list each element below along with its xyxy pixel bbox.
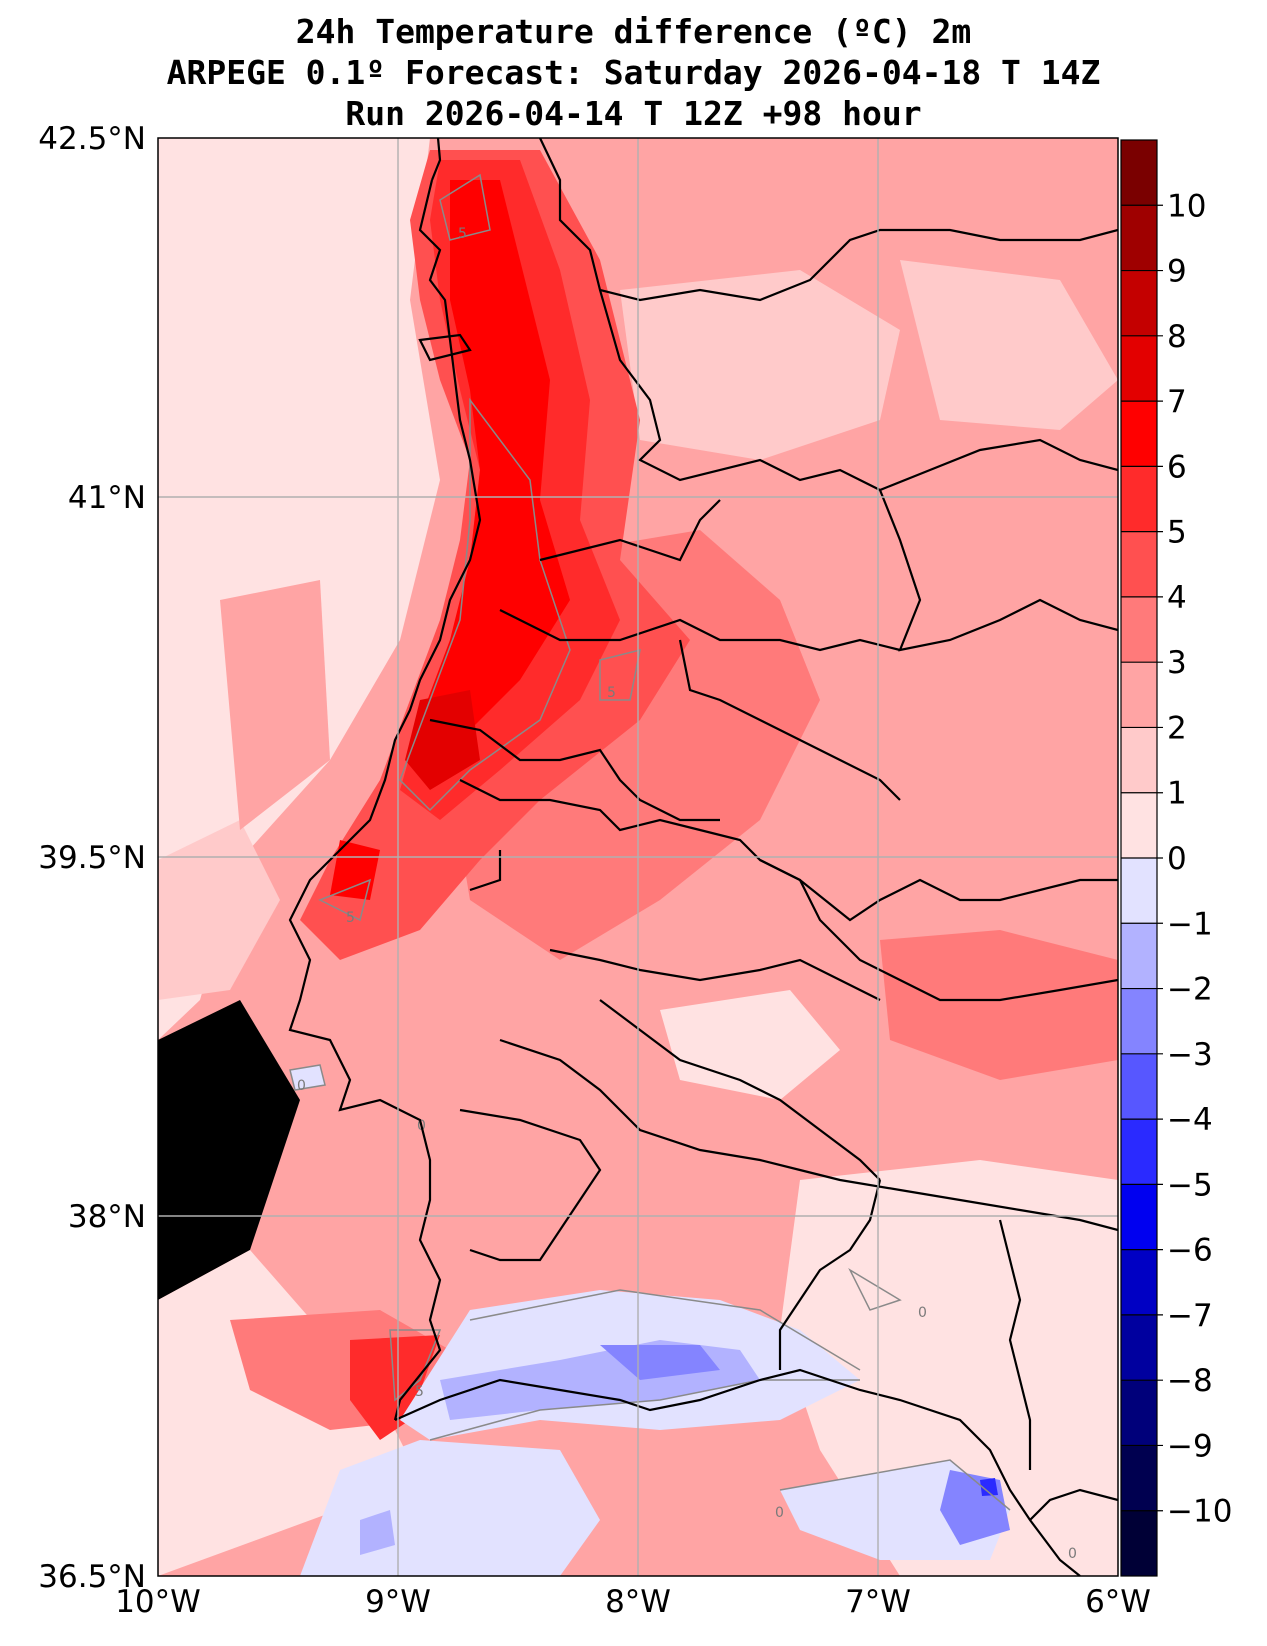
lon-label: 8°W: [605, 1584, 671, 1620]
colorbar-label: 6: [1167, 449, 1187, 485]
lat-label: 38°N: [68, 1199, 146, 1235]
colorbar-label: −1: [1167, 906, 1213, 942]
colorbar-label: −10: [1167, 1494, 1232, 1530]
interior-light-patch-1: [620, 270, 900, 460]
offshore-medium-area: [220, 580, 330, 830]
title-line-1: 24h Temperature difference (ºC) 2m: [295, 12, 972, 51]
colorbar-segment: [1121, 531, 1157, 598]
colorbar-label: −2: [1167, 972, 1213, 1008]
colorbar-label: 5: [1167, 515, 1187, 551]
contour-label: 0: [297, 1078, 306, 1094]
title-line-2: ARPEGE 0.1º Forecast: Saturday 2026-04-1…: [166, 53, 1101, 92]
east-medium-area: [880, 930, 1118, 1080]
contour-label: 5: [346, 910, 355, 926]
lat-label: 42.5°N: [38, 121, 146, 157]
lat-label: 41°N: [68, 480, 146, 516]
colorbar-label: 4: [1167, 580, 1187, 616]
colorbar-label: 7: [1167, 384, 1187, 420]
colorbar-label: −9: [1167, 1428, 1213, 1464]
colorbar-label: 10: [1167, 188, 1206, 224]
lon-label: 7°W: [845, 1584, 911, 1620]
colorbar-segment: [1121, 140, 1157, 206]
colorbar-label: 3: [1167, 645, 1187, 681]
contour-label: 5: [458, 226, 467, 242]
colorbar-label: −7: [1167, 1298, 1213, 1334]
colorbar-label: −6: [1167, 1233, 1213, 1269]
colorbar-segment: [1121, 1380, 1157, 1446]
coastal-very-hot-band: [420, 180, 570, 750]
map-frame: [157, 137, 1119, 1577]
colorbar-segment: [1121, 923, 1157, 990]
colorbar-label: 9: [1167, 254, 1187, 290]
colorbar-segment: [1121, 1445, 1157, 1512]
lon-label: 10°W: [115, 1584, 201, 1620]
colorbar-segment: [1121, 596, 1157, 663]
colorbar-label: 0: [1167, 841, 1187, 877]
colorbar-label: −3: [1167, 1037, 1213, 1073]
south-hot-spot: [350, 1335, 440, 1440]
colorbar-segment: [1121, 1510, 1157, 1577]
colorbar-segment: [1121, 858, 1157, 924]
colorbar-label: −5: [1167, 1167, 1213, 1203]
colorbar-label: −4: [1167, 1102, 1213, 1138]
colorbar-segment: [1121, 1314, 1157, 1381]
colorbar-label: 8: [1167, 319, 1187, 355]
lon-label: 9°W: [365, 1584, 431, 1620]
southeast-deep-blue-spot: [980, 1478, 998, 1496]
contour-label: 0: [775, 1505, 784, 1521]
colorbar-segment: [1121, 727, 1157, 794]
colorbar-segment: [1121, 1249, 1157, 1316]
lat-label: 39.5°N: [38, 840, 146, 876]
interior-pale-patch: [660, 990, 840, 1100]
colorbar-label: 1: [1167, 776, 1187, 812]
longitude-labels: 10°W 9°W 8°W 7°W 6°W: [115, 1584, 1151, 1620]
colorbar-segment: [1121, 1184, 1157, 1251]
temperature-field: 5 5 5 5 0 0 0 0 0: [158, 138, 1118, 1576]
contour-label: 5: [415, 1384, 424, 1400]
colorbar-segment: [1121, 335, 1157, 402]
colorbar-segment: [1121, 205, 1157, 272]
colorbar-label: 2: [1167, 710, 1187, 746]
peninsula-hot-spot: [330, 840, 380, 900]
latitude-labels: 42.5°N 41°N 39.5°N 38°N 36.5°N: [38, 121, 146, 1595]
contour-lines: [289, 173, 1011, 1511]
colorbar-segment: [1121, 792, 1157, 859]
colorbar-segment: [1121, 662, 1157, 728]
offshore-light-area: [158, 1000, 300, 1300]
coastal-negative-spot: [290, 1065, 325, 1090]
contour-label: 0: [918, 1305, 927, 1321]
colorbar-segment: [1121, 1119, 1157, 1185]
negative-blue-spot: [600, 1345, 720, 1380]
interior-light-patch-2: [900, 260, 1118, 430]
graticule: [158, 138, 1118, 1576]
colorbar-segment: [1121, 466, 1157, 533]
coastline-and-borders: [288, 138, 1118, 1576]
colorbar-label: −8: [1167, 1363, 1213, 1399]
colorbar-segment: [1121, 1053, 1157, 1120]
sea-negative-spot: [360, 1510, 395, 1555]
southeast-pale-area: [780, 1160, 1118, 1576]
contour-label: 0: [1068, 1546, 1077, 1562]
contour-label: 5: [607, 685, 616, 701]
lon-label: 6°W: [1085, 1584, 1151, 1620]
colorbar-segment: [1121, 401, 1157, 467]
colorbar-segment: [1121, 270, 1157, 337]
title-line-3: Run 2026-04-14 T 12Z +98 hour: [345, 94, 922, 133]
offshore-light-band: [158, 820, 280, 1000]
colorbar-segment: [1121, 988, 1157, 1055]
lat-label: 36.5°N: [38, 1559, 146, 1595]
